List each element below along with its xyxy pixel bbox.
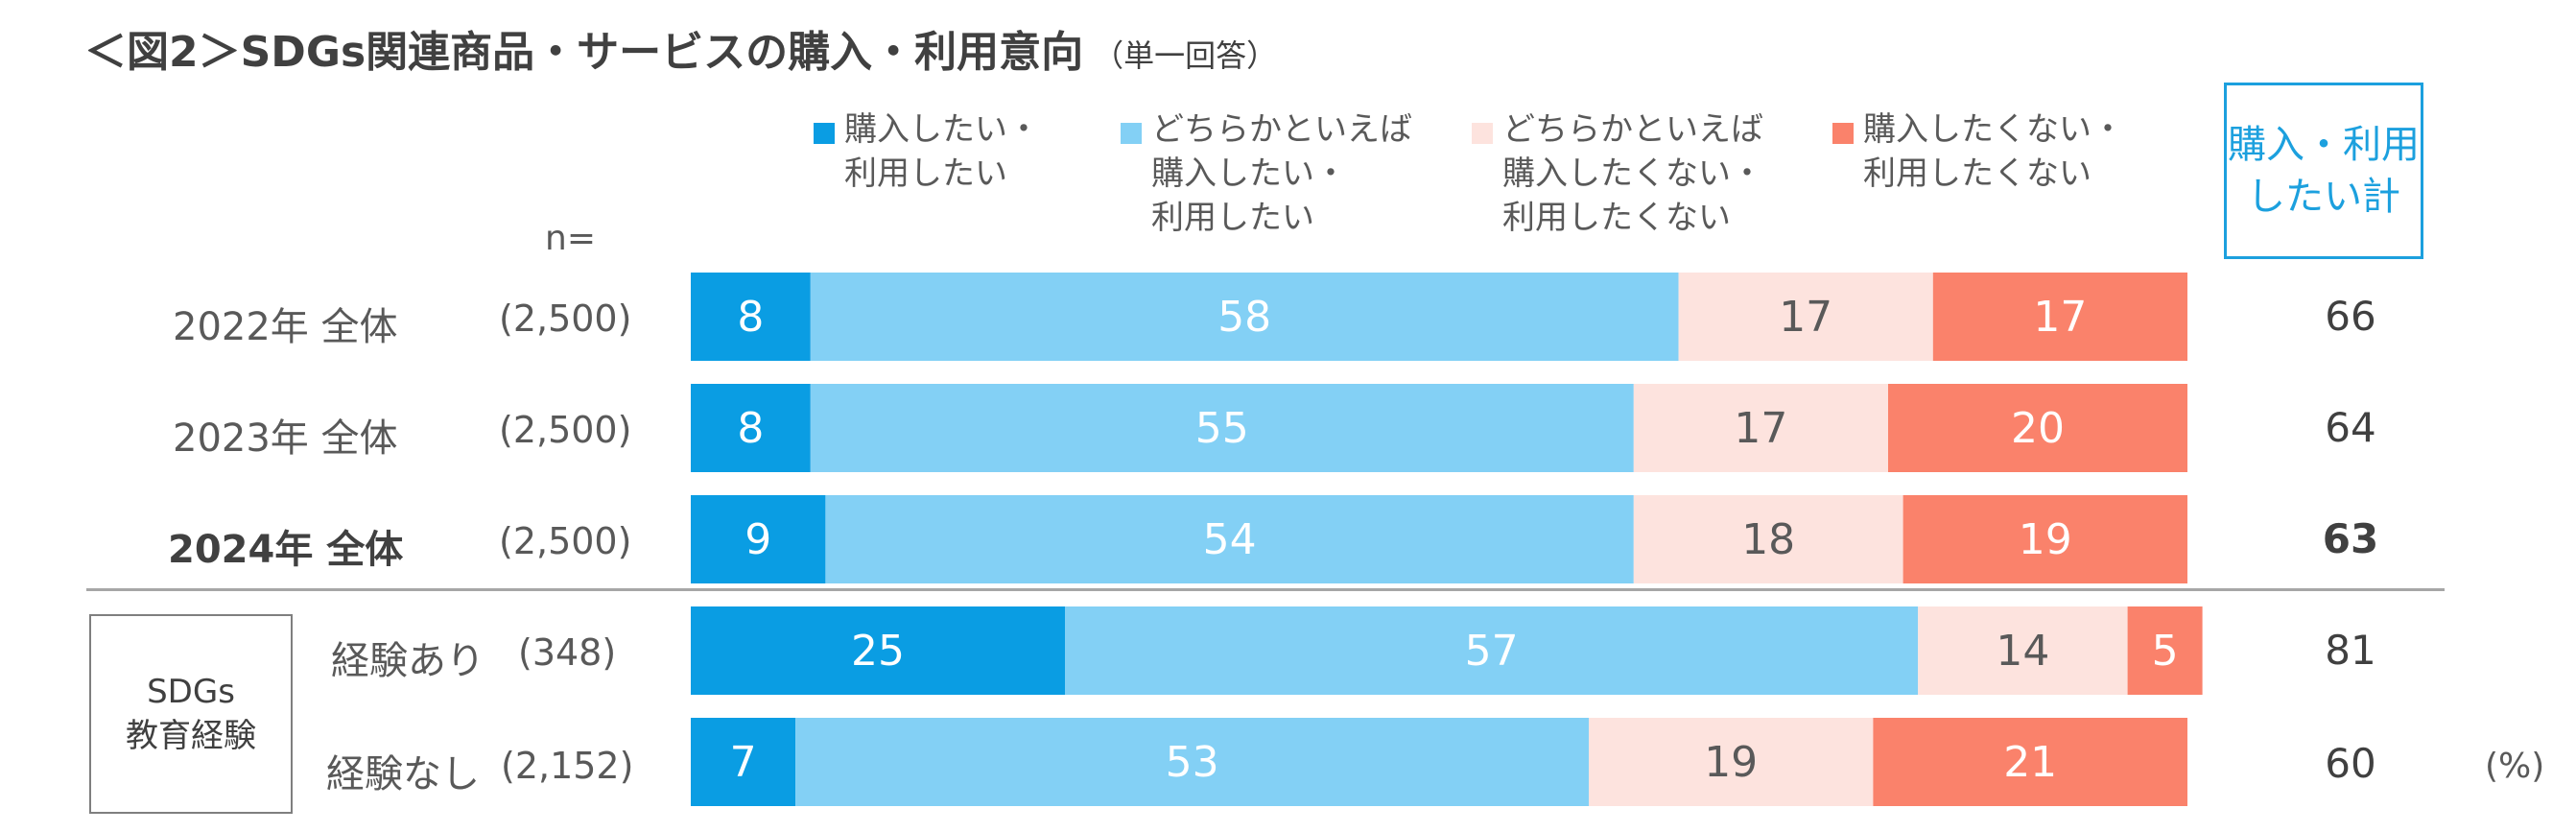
bar-segment-row4-series1 [691,606,1065,695]
bar-data-label-row3-series3: 18 [1741,515,1795,564]
legend-label-3: どちらかといえば 購入したくない・ 利用したくない [1502,110,1763,237]
group-label-sdgs-education: SDGs 教育経験 [89,614,293,814]
bar-segment-row4-series4 [2127,606,2203,695]
bar-segment-row2-series2 [810,384,1634,472]
bar-segment-row3-series3 [1633,495,1903,583]
row-total-2024: 63 [2322,515,2379,562]
legend-label-4: 購入したくない・ 利用したくない [1863,110,2124,193]
bar-data-label-row2-series3: 17 [1734,404,1787,453]
bar-data-label-row2-series1: 8 [737,404,764,453]
bar-segment-row3-series1 [691,495,826,583]
chart-title: ＜図2＞SDGs関連商品・サービスの購入・利用意向 [84,28,1084,77]
bar-data-label-row2-series2: 55 [1195,404,1249,453]
row-n-experienced: (348) [518,631,617,674]
bar-data-label-row1-series4: 17 [2033,293,2087,342]
row-label-2023: 2023年 全体 [173,416,398,461]
bar-segment-row4-series3 [1918,606,2128,695]
row-label-not-experienced: 経験なし [326,752,480,796]
n-label: n= [545,219,596,258]
bar-segment-row5-series4 [1873,718,2187,806]
bar-segment-row5-series2 [795,718,1589,806]
bar-data-label-row1-series3: 17 [1779,293,1832,342]
bar-segment-row3-series4 [1902,495,2187,583]
chart-subtitle: （単一回答） [1093,37,1278,74]
bar-data-label-row4-series3: 14 [1996,627,2049,676]
row-total-experienced: 81 [2325,627,2376,674]
bar-data-label-row5-series3: 19 [1704,738,1758,787]
bar-segment-row1-series1 [691,273,811,361]
legend-swatch-1 [814,123,835,144]
row-total-not-experienced: 60 [2325,740,2376,787]
legend-label-2: どちらかといえば 購入したい・ 利用したい [1151,110,1412,237]
bar-data-label-row1-series1: 8 [737,293,764,342]
bar-segment-row5-series1 [691,718,796,806]
bar-segment-row5-series3 [1589,718,1874,806]
total-header-box: 購入・利用 したい計 [2224,83,2423,259]
bar-data-label-row5-series2: 53 [1166,738,1219,787]
bar-data-label-row3-series1: 9 [744,515,771,564]
legend-swatch-3 [1472,123,1493,144]
bar-data-label-row2-series4: 20 [2011,404,2065,453]
separator-line [86,588,2445,591]
bar-data-label-row1-series2: 58 [1217,293,1271,342]
bar-segment-row2-series4 [1888,384,2187,472]
chart-title-block: ＜図2＞SDGs関連商品・サービスの購入・利用意向 （単一回答） [84,17,1277,79]
bar-segment-row1-series3 [1678,273,1933,361]
bar-data-label-row5-series1: 7 [730,738,757,787]
bar-segment-row4-series2 [1065,606,1919,695]
bar-data-label-row3-series2: 54 [1203,515,1257,564]
row-label-2024: 2024年 全体 [168,528,404,572]
bar-data-label-row4-series4: 5 [2152,627,2179,676]
row-n-2022: (2,500) [499,297,632,340]
bar-data-label-row4-series1: 25 [851,627,905,676]
bar-segment-row2-series3 [1633,384,1888,472]
row-total-2023: 64 [2325,404,2376,451]
unit-label: (%) [2485,747,2545,786]
bar-data-label-row5-series4: 21 [2003,738,2057,787]
row-label-2022: 2022年 全体 [173,305,398,349]
bar-segment-row2-series1 [691,384,811,472]
legend-label-1: 購入したい・ 利用したい [844,110,1040,193]
bar-segment-row1-series4 [1932,273,2187,361]
row-n-not-experienced: (2,152) [501,745,634,787]
bar-segment-row1-series2 [810,273,1679,361]
bar-data-label-row3-series4: 19 [2019,515,2072,564]
legend-swatch-2 [1121,123,1142,144]
row-n-2023: (2,500) [499,409,632,451]
bar-segment-row3-series2 [825,495,1634,583]
bar-data-label-row4-series2: 57 [1465,627,1519,676]
legend-swatch-4 [1832,123,1854,144]
row-total-2022: 66 [2325,293,2376,340]
row-n-2024: (2,500) [499,520,632,562]
row-label-experienced: 経験あり [331,639,484,683]
